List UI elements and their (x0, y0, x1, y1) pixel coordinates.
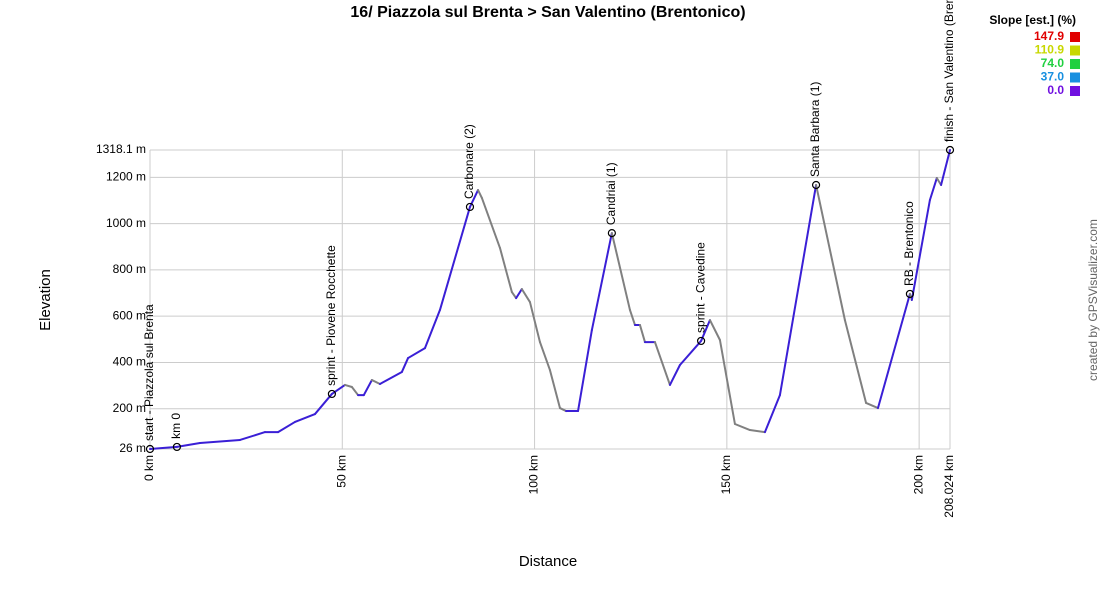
profile-segment (330, 383, 346, 395)
profile-segment (628, 308, 636, 326)
waypoint-label: Candriai (1) (604, 162, 618, 225)
waypoint (327, 389, 337, 399)
profile-segment (343, 383, 353, 388)
x-tick-label: 208.024 km (942, 455, 956, 518)
profile-segment (198, 438, 241, 444)
profile-segment (653, 341, 671, 386)
profile-segment (313, 392, 333, 416)
waypoint-label: sprint - Piovene Rocchette (324, 245, 338, 386)
waypoint (172, 442, 182, 452)
legend-label: 0.0 (1047, 83, 1064, 97)
profile-segment (480, 196, 501, 249)
profile-segment (149, 445, 178, 450)
waypoint (465, 202, 475, 212)
profile-segment (548, 369, 561, 410)
profile-segment (763, 394, 781, 434)
profile-segment (678, 339, 703, 366)
profile-segment (378, 370, 403, 385)
profile-segment (277, 420, 296, 434)
legend-title: Slope [est.] (%) (989, 13, 1076, 27)
profile-segment (865, 401, 879, 410)
profile-segment (510, 291, 518, 300)
x-tick-label: 200 km (911, 455, 925, 494)
chart-title: 16/ Piazzola sul Brenta > San Valentino … (350, 4, 745, 21)
x-tick-label: 50 km (334, 455, 348, 488)
waypoint (607, 228, 616, 238)
legend-swatch (1070, 72, 1080, 83)
y-tick-label: 1200 m (106, 170, 146, 184)
profile-segment (520, 288, 531, 304)
y-tick-label: 800 m (113, 262, 146, 276)
profile-segment (928, 177, 938, 202)
legend-label: 110.9 (1035, 43, 1065, 57)
profile-segment (778, 183, 818, 397)
waypoint-label: RB - Brentonico (902, 201, 916, 286)
y-tick-label: 1318.1 m (96, 142, 146, 156)
profile-segment (610, 232, 631, 311)
legend-label: 74.0 (1041, 56, 1065, 70)
y-tick-label: 600 m (113, 308, 146, 322)
profile-segment (876, 292, 911, 410)
waypoint-label: finish - San Valentino (Brentonico) (942, 0, 956, 142)
profile-segment (843, 319, 868, 404)
credit: created by GPSVisualizer.com (1086, 219, 1100, 381)
x-tick-label: 100 km (527, 455, 541, 494)
profile-segment (718, 339, 736, 426)
legend-label: 147.9 (1034, 29, 1064, 43)
y-tick-label: 400 m (113, 355, 146, 369)
profile-segment (477, 189, 483, 199)
profile-segment (748, 429, 766, 434)
profile-segment (638, 323, 646, 344)
profile-segment (558, 407, 568, 413)
profile-segment (498, 246, 513, 294)
profile-segment (668, 363, 681, 386)
waypoint-label: Carbonare (2) (462, 124, 476, 199)
profile-segment (293, 413, 316, 423)
profile-segment (362, 379, 373, 397)
profile-segment (815, 183, 846, 322)
legend-swatch (1070, 59, 1080, 69)
waypoint-label: km 0 (169, 413, 183, 439)
x-axis-label: Distance (519, 553, 577, 570)
legend-swatch (1070, 86, 1080, 96)
profile-segment (708, 319, 721, 342)
y-axis-label: Elevation (37, 269, 54, 331)
x-tick-label: 0 km (142, 455, 156, 481)
profile-segment (538, 341, 551, 372)
y-tick-label: 26 m (119, 441, 146, 455)
legend-swatch (1070, 32, 1080, 42)
profile-segment (370, 379, 381, 385)
profile-segment (407, 347, 426, 360)
waypoint (696, 336, 706, 346)
waypoint (945, 145, 955, 155)
waypoint (905, 289, 915, 299)
profile-segment (940, 149, 951, 186)
waypoint (811, 180, 821, 190)
x-tick-label: 150 km (719, 455, 733, 494)
profile-segment (438, 205, 471, 311)
profile-segment (590, 232, 613, 332)
profile-segment (350, 385, 360, 397)
profile-segment (400, 357, 410, 373)
legend-swatch (1070, 45, 1080, 56)
profile-segment (515, 288, 523, 300)
waypoint-label: start - Piazzola sul Brenta (142, 304, 156, 441)
y-tick-label: 1000 m (106, 216, 146, 230)
legend-label: 37.0 (1041, 70, 1065, 84)
profile-segment (733, 423, 751, 432)
waypoint-label: Santa Barbara (1) (808, 82, 822, 177)
waypoint-label: sprint - Cavedine (693, 242, 707, 333)
waypoint (145, 444, 155, 454)
profile-segment (910, 199, 931, 301)
profile-segment (577, 329, 593, 413)
profile-segment (238, 431, 266, 441)
profile-segment (423, 308, 441, 350)
profile-segment (528, 301, 541, 344)
y-tick-label: 200 m (113, 401, 146, 415)
